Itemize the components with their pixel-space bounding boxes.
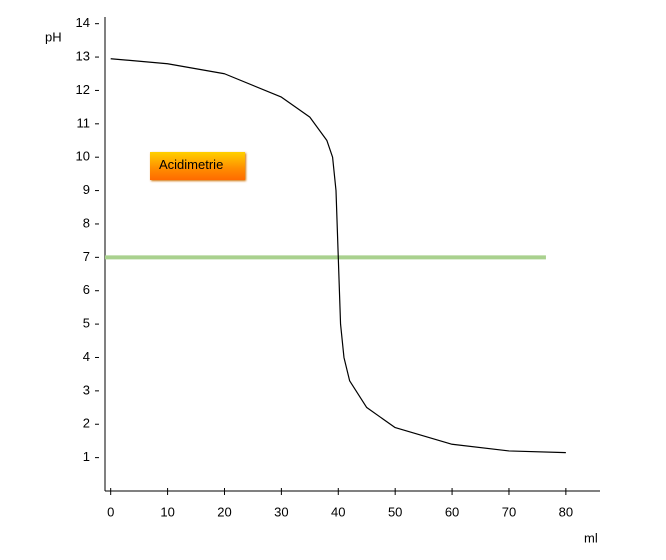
x-tick-label: 30: [274, 504, 288, 519]
x-tick-label: 10: [160, 504, 174, 519]
y-tick-label: 4: [83, 349, 90, 364]
y-tick-label: 3: [83, 382, 90, 397]
y-tick-label: 12: [76, 82, 90, 97]
y-tick-label: 13: [76, 48, 90, 63]
y-tick-label: 8: [83, 215, 90, 230]
x-tick-label: 80: [559, 504, 573, 519]
x-tick-label: 50: [388, 504, 402, 519]
y-tick-label: 5: [83, 316, 90, 331]
x-tick-label: 20: [217, 504, 231, 519]
titration-curve: [110, 58, 566, 454]
x-tick-label: 60: [445, 504, 459, 519]
y-tick-label: 14: [76, 15, 90, 30]
y-tick-label: 2: [83, 416, 90, 431]
x-tick-label: 0: [107, 504, 114, 519]
y-tick-label: 9: [83, 182, 90, 197]
x-axis-label: ml: [584, 530, 598, 545]
x-tick-label: 40: [331, 504, 345, 519]
y-tick-label: 6: [83, 282, 90, 297]
y-tick-label: 10: [76, 149, 90, 164]
y-tick-label: 1: [83, 449, 90, 464]
y-tick-label: 11: [77, 115, 91, 130]
x-tick-label: 70: [502, 504, 516, 519]
y-tick-label: 7: [83, 249, 90, 264]
y-axis-label: pH: [45, 29, 62, 44]
acidimetrie-button[interactable]: Acidimetrie: [150, 152, 245, 180]
